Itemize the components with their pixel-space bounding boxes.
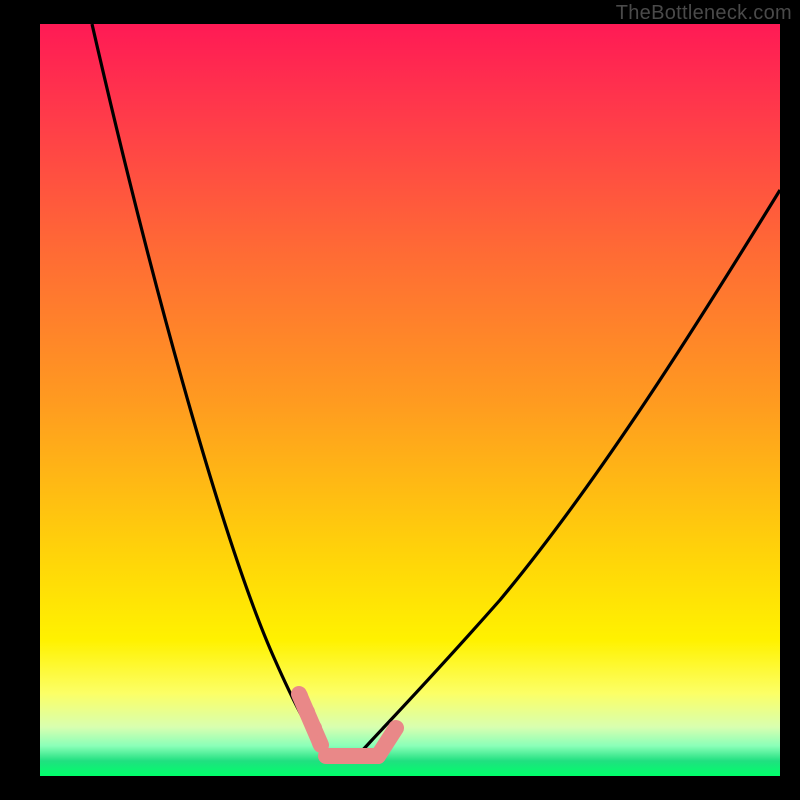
- right-curve: [360, 190, 780, 753]
- mark-dot: [299, 704, 315, 720]
- curve-overlay: [0, 0, 800, 800]
- pink-highlight-marks: [292, 688, 396, 756]
- mark-dot: [292, 688, 308, 704]
- chart-container: TheBottleneck.com: [0, 0, 800, 800]
- mark-dot: [312, 735, 328, 751]
- mark-dot: [306, 720, 322, 736]
- bottleneck-curves: [92, 24, 780, 754]
- left-curve: [92, 24, 326, 754]
- watermark-text: TheBottleneck.com: [616, 2, 792, 25]
